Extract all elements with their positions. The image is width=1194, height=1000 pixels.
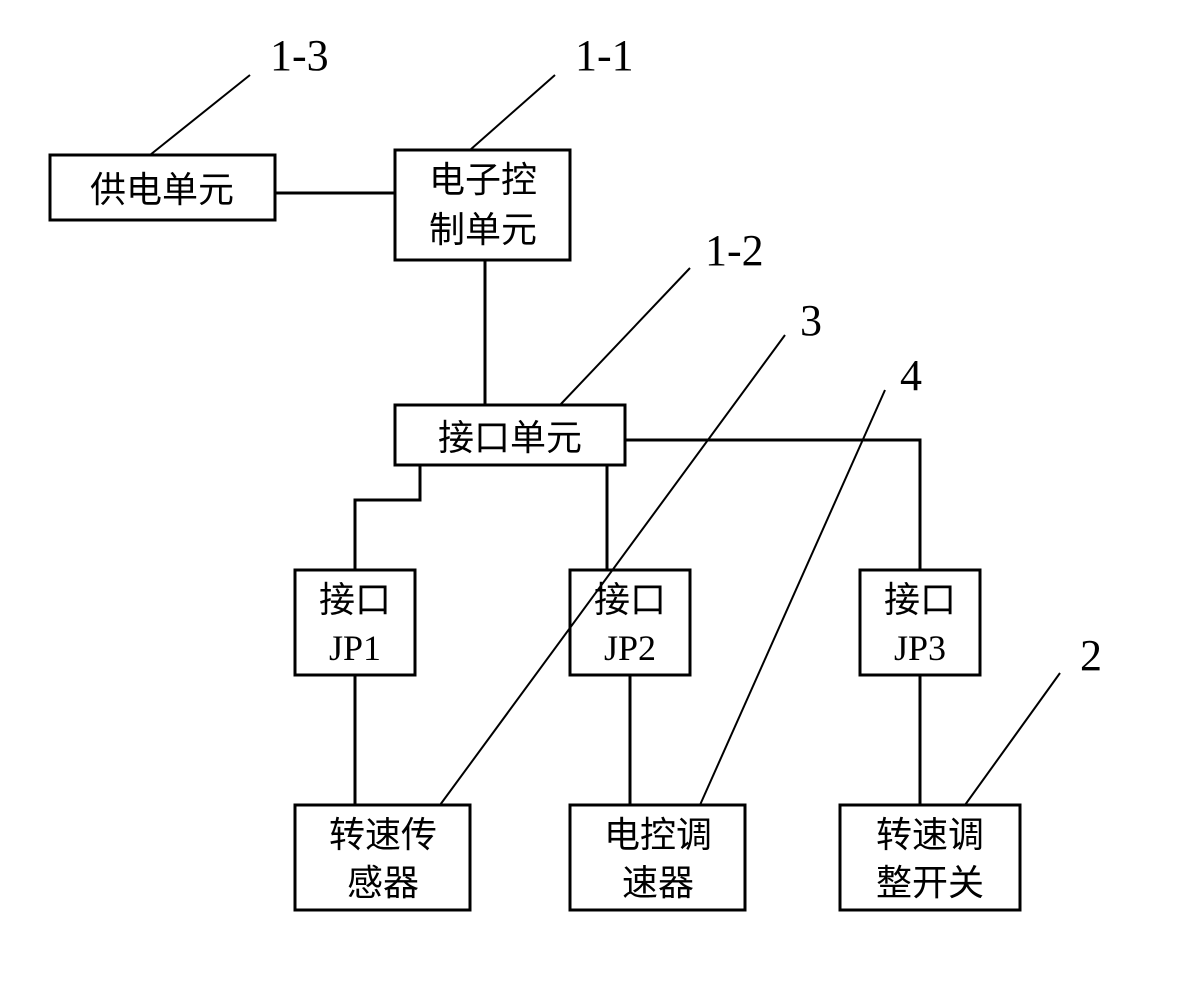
node-jp2: 接口 JP2: [570, 570, 690, 675]
label-l13: 1-3: [270, 31, 329, 80]
node-interface_unit-text-0: 接口单元: [438, 418, 582, 458]
label-l4: 4: [900, 351, 922, 400]
boxes-layer: 供电单元电子控制单元接口单元接口JP1接口JP2接口JP3转速传感器电控调速器转…: [50, 150, 1020, 910]
node-speed_sensor-text-1: 感器: [347, 863, 419, 903]
leader-0: [150, 75, 250, 155]
label-l12: 1-2: [705, 226, 764, 275]
leader-1: [470, 75, 555, 150]
node-speed_switch-text-0: 转速调: [876, 815, 984, 855]
node-jp2-text-1: JP2: [604, 628, 656, 668]
node-ecu-text-0: 电子控: [429, 160, 537, 200]
node-jp2-text-0: 接口: [594, 580, 666, 620]
node-power_supply: 供电单元: [50, 155, 275, 220]
label-l11: 1-1: [575, 31, 634, 80]
node-speed_switch: 转速调整开关: [840, 805, 1020, 910]
node-jp3: 接口 JP3: [860, 570, 980, 675]
leader-5: [965, 673, 1060, 805]
node-jp1: 接口 JP1: [295, 570, 415, 675]
node-speed_sensor-text-0: 转速传: [329, 815, 437, 855]
label-l2: 2: [1080, 631, 1102, 680]
connectors-layer: [275, 193, 920, 850]
node-ec_governor-text-0: 电控调: [604, 815, 712, 855]
node-ec_governor-text-1: 速器: [622, 863, 694, 903]
node-ecu: 电子控制单元: [395, 150, 570, 260]
node-speed_sensor: 转速传感器: [295, 805, 470, 910]
node-ecu-text-1: 制单元: [429, 210, 537, 250]
leader-2: [560, 268, 690, 405]
node-jp3-text-1: JP3: [894, 628, 946, 668]
node-jp1-text-0: 接口: [319, 580, 391, 620]
diagram-canvas: 供电单元电子控制单元接口单元接口JP1接口JP2接口JP3转速传感器电控调速器转…: [0, 0, 1194, 1000]
node-jp3-text-0: 接口: [884, 580, 956, 620]
leader-4: [700, 390, 885, 805]
node-ec_governor: 电控调速器: [570, 805, 745, 910]
node-speed_switch-text-1: 整开关: [876, 863, 984, 903]
connector-2: [355, 465, 420, 570]
connector-4: [625, 440, 920, 570]
node-power_supply-text-0: 供电单元: [90, 170, 234, 210]
node-interface_unit: 接口单元: [395, 405, 625, 465]
label-l3: 3: [800, 296, 822, 345]
node-jp1-text-1: JP1: [329, 628, 381, 668]
